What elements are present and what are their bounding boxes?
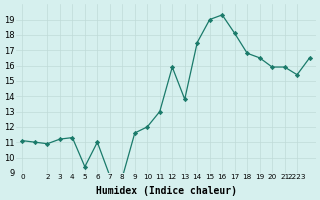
X-axis label: Humidex (Indice chaleur): Humidex (Indice chaleur) (95, 186, 236, 196)
